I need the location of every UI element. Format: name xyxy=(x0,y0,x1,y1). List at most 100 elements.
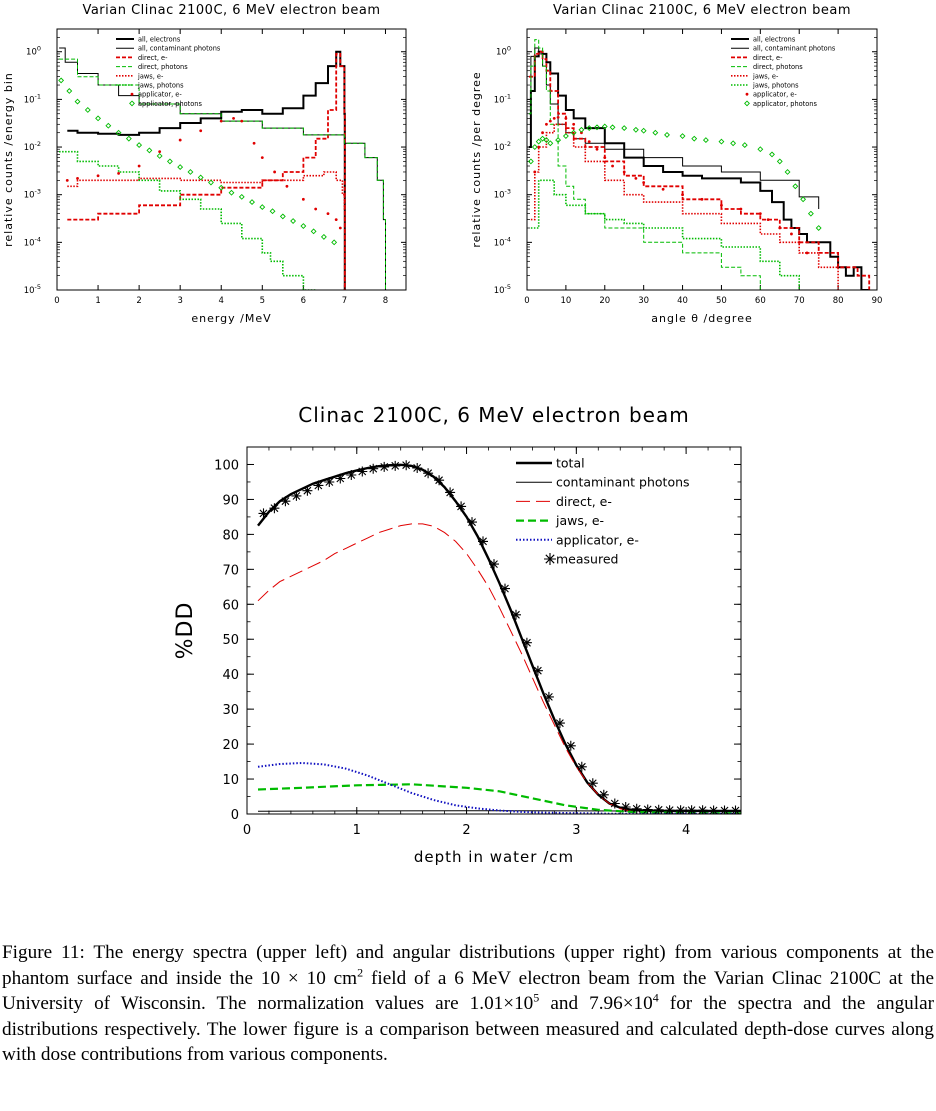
series-direct-e xyxy=(67,53,346,290)
data-point xyxy=(95,115,101,122)
data-point xyxy=(642,804,653,814)
legend-item: jaws, e- xyxy=(516,513,604,528)
x-tick-label: 60 xyxy=(755,296,766,306)
legend-item: jaws, photons xyxy=(116,82,184,90)
data-point xyxy=(320,233,327,240)
data-point xyxy=(587,140,591,144)
y-tick-label: 10 xyxy=(222,773,239,788)
y-axis-label: relative counts /per degree xyxy=(470,71,483,247)
data-point xyxy=(620,802,631,812)
data-point xyxy=(603,156,607,160)
legend-item: jaws, e- xyxy=(116,72,164,80)
legend: total contaminant photons direct, e-jaws, … xyxy=(516,456,690,567)
legend-item: applicator, photons xyxy=(744,100,817,108)
data-point xyxy=(757,146,764,153)
y-tick-label: 10-2 xyxy=(494,140,511,153)
data-point xyxy=(539,135,546,142)
legend-label: applicator, photons xyxy=(753,100,817,108)
y-tick-label: 10-5 xyxy=(494,283,511,296)
y-tick-base: 10 xyxy=(24,286,35,296)
series-direct-e xyxy=(528,50,871,290)
y-tick-base: 10 xyxy=(24,238,35,248)
data-point xyxy=(156,153,163,159)
data-point xyxy=(368,463,379,474)
data-point xyxy=(258,508,269,519)
legend-item: applicator, e- xyxy=(516,532,639,547)
data-point xyxy=(720,203,723,207)
data-point xyxy=(285,184,289,188)
data-point xyxy=(105,122,112,129)
data-point xyxy=(219,119,223,123)
depth-dose-plot: Clinac 2100C, 6 MeV electron beam depth i… xyxy=(173,403,742,866)
data-point xyxy=(346,470,357,480)
data-point xyxy=(805,251,809,255)
plot-frame xyxy=(526,28,878,291)
series-jaws-photons xyxy=(530,179,800,290)
legend-label: total xyxy=(556,456,585,471)
legend-item: all, electrons xyxy=(731,36,796,44)
y-tick-exponent: -5 xyxy=(505,283,511,291)
data-point xyxy=(778,226,782,230)
legend-item: direct, e- xyxy=(516,494,612,509)
data-point xyxy=(280,496,291,507)
legend-item: applicator, e- xyxy=(745,91,797,99)
series-applicator-e xyxy=(533,115,809,255)
x-tick-label: 30 xyxy=(638,296,649,306)
data-point xyxy=(552,116,556,120)
x-tick-label: 20 xyxy=(599,296,610,306)
data-point xyxy=(790,232,793,236)
series-applicator-photons xyxy=(527,123,822,231)
y-tick-label: 80 xyxy=(222,528,239,543)
y-tick-label: 10-4 xyxy=(494,235,511,248)
data-point xyxy=(489,559,499,570)
data-point xyxy=(521,637,532,648)
data-point xyxy=(632,126,639,133)
data-point xyxy=(146,147,153,154)
data-point xyxy=(338,226,342,230)
data-point xyxy=(548,119,552,123)
data-point xyxy=(718,138,725,145)
data-point xyxy=(545,122,548,126)
data-point xyxy=(310,228,317,235)
data-point xyxy=(562,133,569,139)
caption-sup-1: 2 xyxy=(357,965,364,980)
data-point xyxy=(177,164,184,171)
data-point xyxy=(691,135,698,142)
y-tick-label: 90 xyxy=(222,493,239,508)
y-tick-exponent: -1 xyxy=(505,92,511,100)
data-point xyxy=(586,125,593,132)
x-tick-label: 10 xyxy=(560,296,571,306)
data-point xyxy=(807,210,814,217)
data-point xyxy=(500,583,510,594)
data-point xyxy=(556,115,560,119)
legend-swatch xyxy=(129,100,135,107)
legend-label: all, electrons xyxy=(753,36,796,44)
data-point xyxy=(776,158,783,165)
data-point xyxy=(291,490,302,501)
data-point xyxy=(570,129,577,136)
data-point xyxy=(208,179,214,186)
data-point xyxy=(697,805,708,814)
x-tick-label: 6 xyxy=(301,296,306,306)
data-point xyxy=(240,119,244,123)
data-point xyxy=(252,141,256,145)
data-point xyxy=(511,609,521,620)
legend-label: jaws, e- xyxy=(137,72,164,80)
data-point xyxy=(335,473,346,484)
data-point xyxy=(423,468,434,479)
data-point xyxy=(741,142,748,149)
y-tick-label: 30 xyxy=(222,703,239,718)
data-point xyxy=(766,218,770,222)
y-tick-label: 10-4 xyxy=(24,235,41,248)
series-total xyxy=(257,463,741,813)
data-point xyxy=(199,129,203,133)
series-applicator-e xyxy=(65,116,342,230)
data-point xyxy=(125,135,132,142)
caption-sup-2: 5 xyxy=(533,990,540,1005)
data-point xyxy=(815,225,822,231)
legend-label: contaminant photons xyxy=(556,475,690,490)
y-tick-label: 10-1 xyxy=(24,92,41,105)
data-point xyxy=(301,197,305,201)
legend-item: direct, photons xyxy=(731,63,803,71)
legend-item: direct, photons xyxy=(116,63,188,71)
